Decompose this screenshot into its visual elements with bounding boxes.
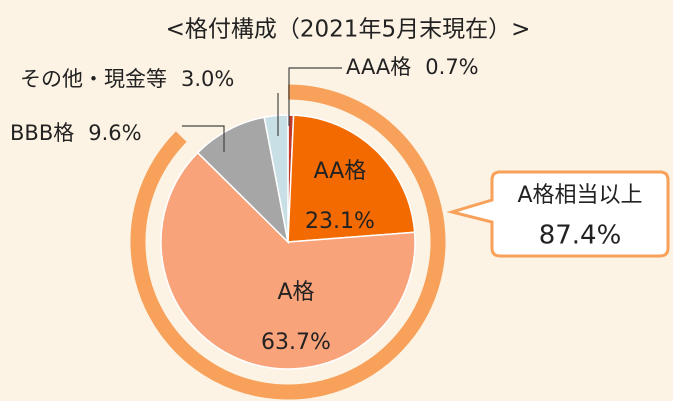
pie-slice [287, 114, 416, 243]
callout-value: 87.4% [539, 221, 622, 251]
chart-title: <格付構成（2021年5月末現在）> [166, 17, 531, 43]
category: AAA格 [346, 55, 411, 79]
leader-line [182, 125, 225, 152]
value: 9.6% [88, 121, 141, 145]
slice-label: AAA格 0.7% [346, 55, 479, 79]
pie-slice [196, 116, 290, 245]
annotation-ring [130, 84, 446, 400]
callout-box [446, 170, 670, 258]
slice-value: 63.7% [261, 330, 331, 355]
category: BBB格 [10, 121, 74, 145]
value: 3.0% [181, 67, 234, 91]
callout-label: A格相当以上 [517, 183, 642, 208]
slice-label: その他・現金等 3.0% [20, 67, 234, 91]
category: その他・現金等 [20, 67, 167, 91]
slice-label: A格 [277, 280, 314, 305]
pie-slice [160, 151, 416, 370]
slice-label: BBB格 9.6% [10, 121, 142, 145]
leader-line [288, 67, 342, 126]
pie-slice [263, 114, 289, 243]
value: 0.7% [425, 55, 478, 79]
slice-label: AA格 [314, 159, 367, 184]
slice-value: 23.1% [305, 209, 375, 234]
